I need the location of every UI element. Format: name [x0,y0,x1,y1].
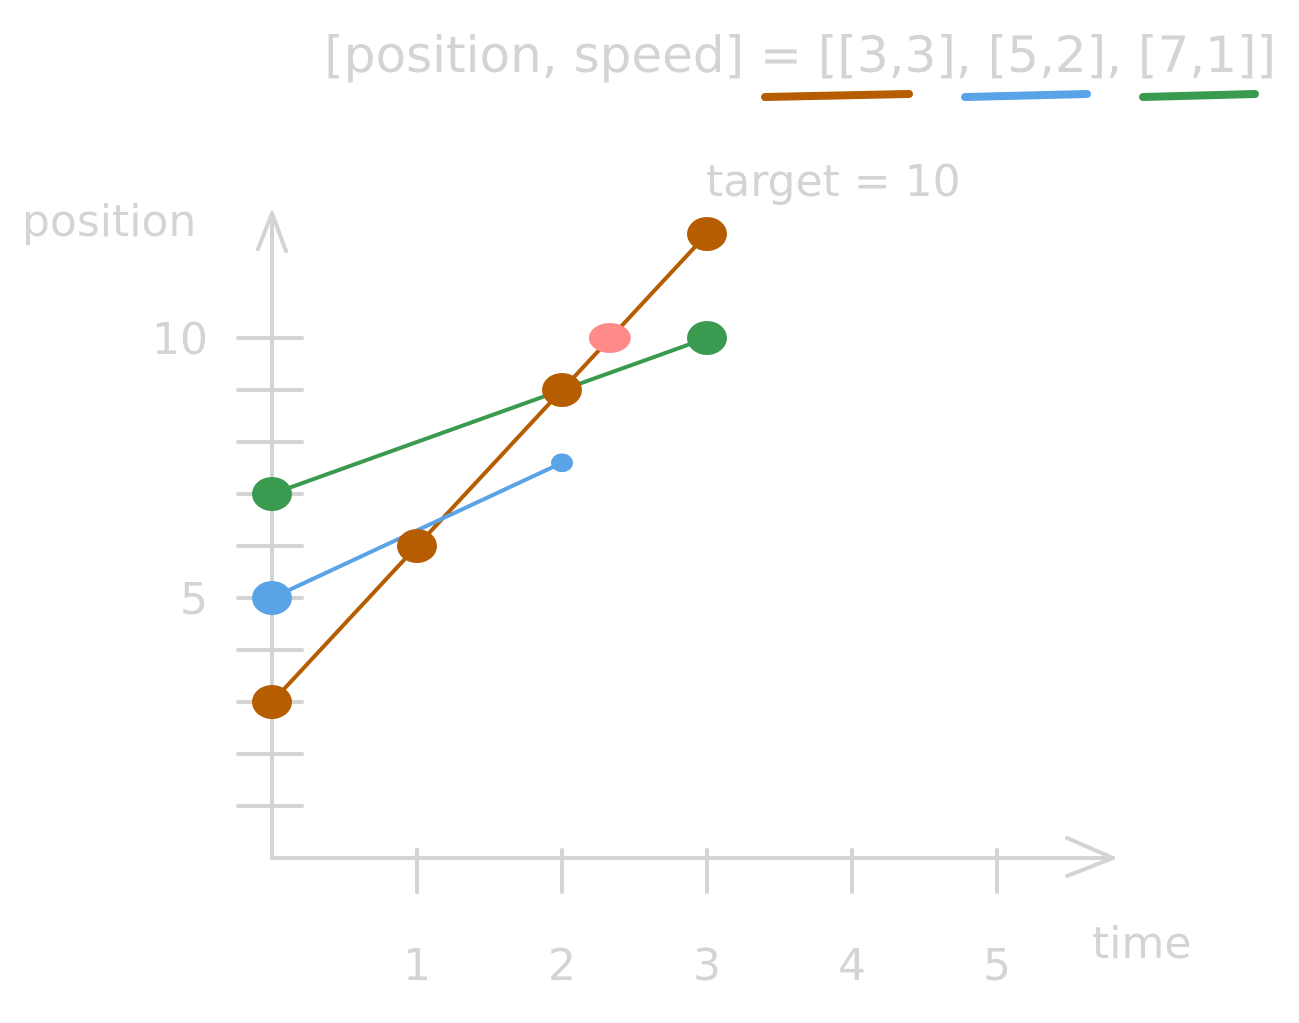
data-point [252,581,292,615]
data-point [252,685,292,719]
x-axis-label: time [1092,918,1191,969]
data-point [252,477,292,511]
y-axis-label: position [22,196,196,247]
x-tick-label: 1 [403,940,431,991]
data-point [687,321,727,355]
series-line [270,336,709,496]
data-point [551,453,573,473]
data-point [687,217,727,251]
series-points [252,217,727,719]
data-point [397,529,437,563]
y-axis-arrow [256,211,288,254]
x-tick-label: 2 [548,940,576,991]
series-line [270,232,709,704]
legend-swatch [761,90,913,101]
x-axis-arrow [1065,836,1115,878]
series-lines [270,232,709,704]
y-tick-label: 5 [180,574,208,625]
x-tick-label: 5 [983,940,1011,991]
legend [761,90,1259,101]
target-annotation: target = 10 [706,156,961,207]
axes [256,211,1115,878]
ticks: 10 5 1 2 3 4 5 [152,314,1011,991]
chart-title: [position, speed] = [[3,3], [5,2], [7,1]… [324,26,1276,84]
x-tick-label: 4 [838,940,866,991]
data-point [542,373,582,407]
legend-swatch [1139,90,1259,101]
y-tick-label: 10 [152,314,208,365]
x-tick-label: 3 [693,940,721,991]
legend-swatch [961,90,1091,101]
target-crossing-point [588,323,631,353]
